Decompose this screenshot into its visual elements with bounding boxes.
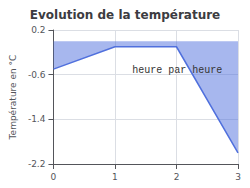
svg-text:-0.6: -0.6 [28, 70, 46, 80]
svg-text:Température en °C: Température en °C [8, 55, 18, 141]
svg-text:Evolution de la température: Evolution de la température [30, 8, 221, 22]
svg-text:1: 1 [112, 172, 118, 182]
svg-text:-1.4: -1.4 [28, 114, 46, 124]
svg-text:0.2: 0.2 [31, 25, 45, 35]
svg-text:2: 2 [174, 172, 180, 182]
svg-text:heure par heure: heure par heure [132, 65, 222, 76]
svg-text:-2.2: -2.2 [28, 159, 46, 169]
svg-text:0: 0 [51, 172, 57, 182]
svg-text:3: 3 [235, 172, 241, 182]
